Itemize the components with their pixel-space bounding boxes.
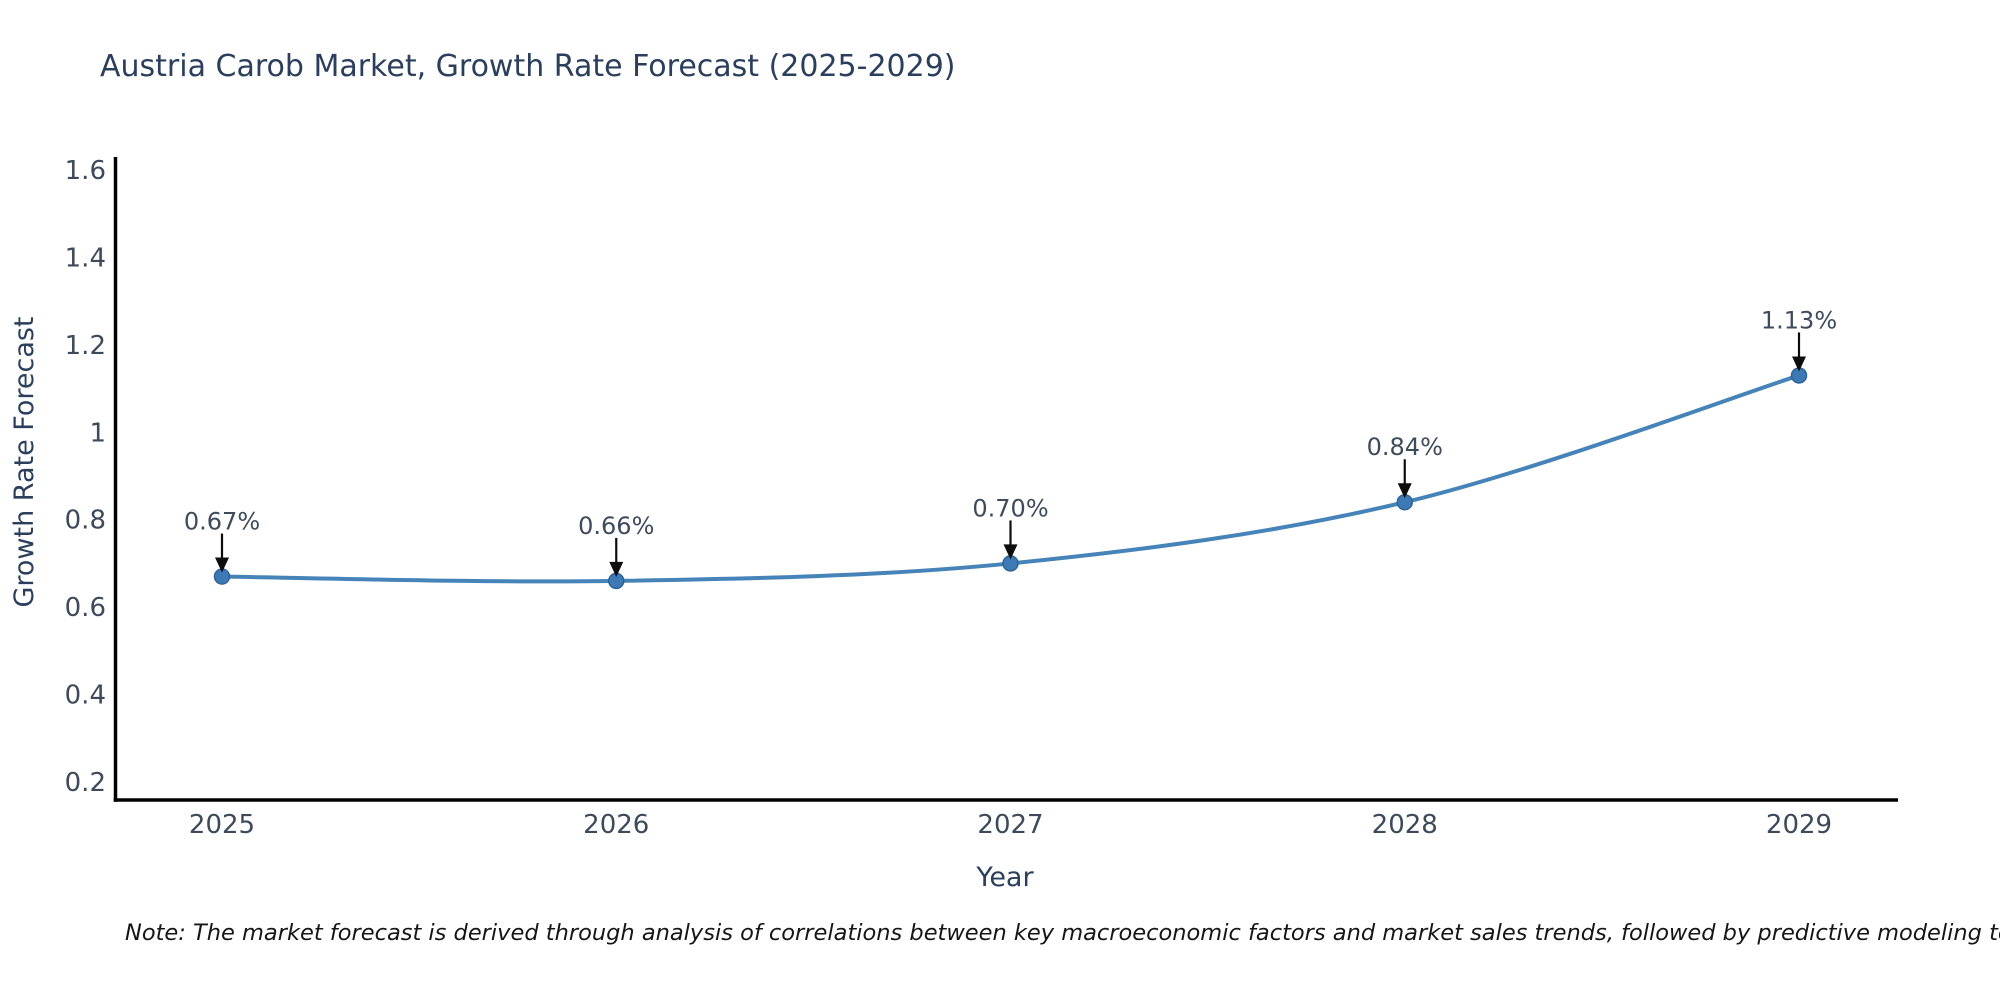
x-tick-label: 2029 bbox=[1766, 810, 1832, 840]
y-tick-label: 1.4 bbox=[65, 243, 106, 273]
footnote: Note: The market forecast is derived thr… bbox=[125, 920, 2000, 946]
y-tick-label: 0.2 bbox=[65, 768, 106, 798]
x-axis-label: Year bbox=[975, 862, 1034, 893]
chart-title: Austria Carob Market, Growth Rate Foreca… bbox=[100, 49, 956, 84]
data-point-label: 0.66% bbox=[578, 512, 654, 540]
y-tick-label: 1 bbox=[89, 418, 106, 448]
annotation-arrowhead bbox=[1397, 483, 1412, 499]
annotation-arrowhead bbox=[1792, 356, 1806, 372]
y-tick-label: 0.6 bbox=[65, 593, 106, 623]
y-axis-label: Growth Rate Forecast bbox=[9, 316, 40, 607]
y-tick-label: 1.2 bbox=[65, 331, 106, 361]
x-tick-label: 2028 bbox=[1372, 810, 1438, 840]
x-tick-label: 2025 bbox=[189, 810, 255, 840]
data-point-label: 1.13% bbox=[1761, 306, 1837, 334]
annotation-arrowhead bbox=[609, 561, 624, 577]
data-point-label: 0.67% bbox=[184, 508, 260, 536]
x-tick-label: 2026 bbox=[583, 810, 649, 840]
data-point-label: 0.70% bbox=[972, 494, 1048, 522]
annotation-arrowhead bbox=[215, 557, 229, 573]
y-tick-label: 0.8 bbox=[65, 506, 106, 536]
x-tick-label: 2027 bbox=[977, 810, 1043, 840]
y-tick-label: 1.6 bbox=[65, 156, 106, 186]
data-point-label: 0.84% bbox=[1367, 433, 1443, 461]
annotation-arrowhead bbox=[1003, 544, 1018, 560]
y-tick-label: 0.4 bbox=[65, 681, 106, 711]
